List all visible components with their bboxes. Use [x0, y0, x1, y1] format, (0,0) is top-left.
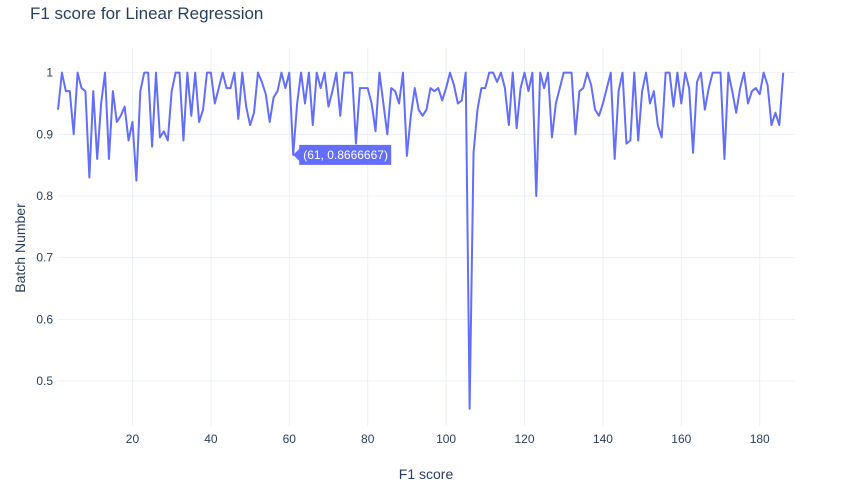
- y-tick-label: 0.7: [36, 251, 53, 265]
- x-tick-labels: 20 40 60 80 100 120 140 160 180: [126, 432, 770, 446]
- x-tick-label: 60: [283, 432, 297, 446]
- hover-tooltip-box: [293, 144, 392, 165]
- x-tick-label: 180: [750, 432, 770, 446]
- x-tick-label: 80: [361, 432, 375, 446]
- hover-tooltip-label: (61, 0.8666667): [303, 148, 388, 162]
- hover-tooltip: (61, 0.8666667): [293, 144, 392, 165]
- y-axis-title: Batch Number: [12, 203, 28, 293]
- x-tick-label: 20: [126, 432, 140, 446]
- chart-title: F1 score for Linear Regression: [30, 4, 263, 23]
- y-tick-label: 0.5: [36, 374, 53, 388]
- x-axis-title: F1 score: [399, 466, 454, 482]
- f1-score-series-line[interactable]: [57, 71, 785, 410]
- y-tick-label: 0.9: [36, 127, 53, 141]
- y-tick-label: 1: [46, 66, 53, 80]
- y-tick-labels: 0.5 0.6 0.7 0.8 0.9 1: [36, 66, 53, 388]
- x-tick-label: 160: [671, 432, 691, 446]
- grid-lines: [58, 48, 795, 426]
- x-tick-label: 120: [514, 432, 534, 446]
- x-tick-label: 100: [436, 432, 456, 446]
- x-tick-label: 40: [204, 432, 218, 446]
- x-tick-label: 140: [593, 432, 613, 446]
- y-tick-label: 0.6: [36, 312, 53, 326]
- y-tick-label: 0.8: [36, 189, 53, 203]
